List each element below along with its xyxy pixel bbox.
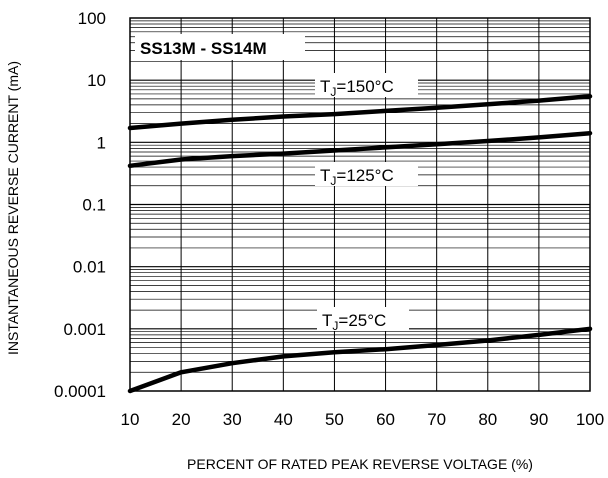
series-label-125: TJ=125°C — [315, 162, 418, 188]
y-tick-label-5: 0.001 — [63, 320, 106, 339]
x-tick-label-1: 20 — [172, 410, 191, 429]
y-tick-label-2: 1 — [97, 133, 106, 152]
chart-frame — [129, 17, 591, 392]
svg-text:TJ=25°C: TJ=25°C — [322, 311, 386, 333]
y-tick-label-4: 0.01 — [73, 258, 106, 277]
series-label-150-rest: =150°C — [336, 77, 393, 96]
chart-ticks: 10 20 30 40 50 60 70 80 90 100 100 10 1 0.1 0.01 0.001 0… — [54, 9, 604, 429]
y-tick-label-1: 10 — [87, 71, 106, 90]
x-tick-label-5: 60 — [376, 410, 395, 429]
x-tick-label-9: 100 — [576, 410, 604, 429]
series-label-125-rest: =125°C — [336, 166, 393, 185]
x-tick-label-0: 10 — [121, 410, 140, 429]
chart-title-box — [135, 34, 305, 60]
series-label-25-rest: =25°C — [338, 311, 386, 330]
series-line-0 — [127, 94, 593, 131]
series-label-150-sub: J — [330, 85, 336, 99]
x-tick-label-4: 50 — [325, 410, 344, 429]
y-axis-label: INSTANTANEOUS REVERSE CURRENT (mA) — [5, 61, 21, 355]
svg-text:TJ=125°C: TJ=125°C — [320, 166, 394, 188]
chart-series — [127, 94, 593, 394]
series-line-2 — [127, 326, 593, 394]
x-tick-label-8: 90 — [529, 410, 548, 429]
series-label-25: TJ=25°C — [317, 307, 409, 333]
x-axis-label: PERCENT OF RATED PEAK REVERSE VOLTAGE (%… — [187, 456, 533, 472]
series-label-125-sub: J — [330, 174, 336, 188]
x-tick-label-6: 70 — [427, 410, 446, 429]
x-tick-label-3: 40 — [274, 410, 293, 429]
chart-title: SS13M - SS14M — [140, 39, 267, 58]
svg-text:TJ=150°C: TJ=150°C — [320, 77, 394, 99]
x-tick-label-2: 30 — [223, 410, 242, 429]
series-label-125-main: T — [320, 166, 330, 185]
series-label-25-sub: J — [332, 319, 338, 333]
y-tick-label-3: 0.1 — [82, 196, 106, 215]
series-label-150: TJ=150°C — [315, 73, 418, 99]
plot-frame — [129, 17, 591, 392]
series-label-150-main: T — [320, 77, 330, 96]
y-tick-label-0: 100 — [78, 9, 106, 28]
series-line-1 — [127, 130, 593, 169]
series-label-25-main: T — [322, 311, 332, 330]
y-tick-label-6: 0.0001 — [54, 382, 106, 401]
x-tick-label-7: 80 — [478, 410, 497, 429]
